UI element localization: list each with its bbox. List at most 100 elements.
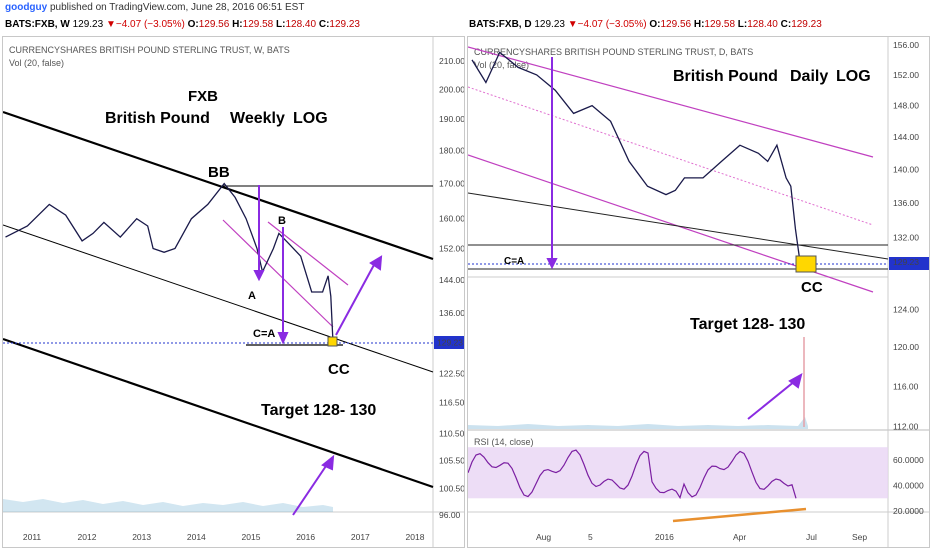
weekly-annot-british-pound: British Pound	[105, 110, 210, 127]
right-change: ▼−4.07 (−3.05%)	[567, 19, 647, 30]
weekly-price-tick: 100.50	[439, 483, 465, 493]
daily-chart-title: CURRENCYSHARES BRITISH POUND STERLING TR…	[474, 47, 753, 57]
weekly-arrow-c-head	[277, 332, 289, 345]
weekly-price-tick: 160.00	[439, 214, 465, 224]
daily-annot-target: Target 128- 130	[690, 316, 805, 333]
weekly-annot-b: B	[278, 215, 286, 227]
weekly-time-tick: 2012	[78, 532, 97, 542]
daily-rsi-tick: 60.0000	[893, 455, 924, 465]
daily-time-tick: Aug	[536, 532, 551, 542]
weekly-pink-channel-lower	[222, 219, 334, 328]
daily-price-tick: 112.00	[893, 422, 919, 432]
right-close: 129.23	[791, 19, 822, 30]
weekly-time-tick: 2014	[187, 532, 206, 542]
left-close: 129.23	[329, 19, 360, 30]
weekly-annot-bb: BB	[208, 164, 230, 181]
right-low: 128.40	[747, 19, 778, 30]
daily-last-price-badge	[889, 257, 929, 270]
weekly-annot-log: LOG	[293, 110, 328, 127]
daily-chart-panel[interactable]: CURRENCYSHARES BRITISH POUND STERLING TR…	[467, 36, 930, 548]
daily-price-tick: 120.00	[893, 342, 919, 352]
publisher-text: published on TradingView.com, June 28, 2…	[50, 2, 305, 13]
daily-time-tick: 2016	[655, 532, 674, 542]
daily-chart-svg[interactable]: CURRENCYSHARES BRITISH POUND STERLING TR…	[468, 37, 930, 548]
left-ohlc-header: BATS:FXB, W 129.23 ▼−4.07 (−3.05%) O:129…	[5, 19, 360, 30]
weekly-price-tick: 152.00	[439, 243, 465, 253]
weekly-annot-target: Target 128- 130	[261, 402, 376, 419]
weekly-price-path	[5, 182, 334, 343]
weekly-middle-channel-line	[3, 224, 434, 373]
daily-rsi-tick: 20.0000	[893, 506, 924, 516]
weekly-price-tick: 110.50	[439, 428, 465, 438]
daily-annot-c-equals-a: C=A	[504, 256, 524, 267]
weekly-price-tick: 116.50	[439, 398, 465, 408]
right-open: 129.56	[660, 19, 692, 30]
right-ohlc-header: BATS:FXB, D 129.23 ▼−4.07 (−3.05%) O:129…	[469, 19, 822, 30]
daily-volume-area	[468, 417, 808, 429]
weekly-arrow-up-head	[369, 255, 383, 271]
weekly-price-tick: 136.00	[439, 308, 465, 318]
weekly-chart-title: CURRENCYSHARES BRITISH POUND STERLING TR…	[9, 45, 290, 55]
left-low: 128.40	[285, 19, 317, 30]
weekly-price-tick: 210.00	[439, 56, 465, 66]
weekly-annot-cc: CC	[328, 361, 350, 378]
weekly-time-tick: 2011	[23, 532, 42, 542]
daily-price-path	[471, 51, 801, 262]
weekly-pink-channel-upper	[267, 221, 349, 286]
weekly-chart-panel[interactable]: CURRENCYSHARES BRITISH POUND STERLING TR…	[2, 36, 465, 548]
daily-annot-daily: Daily	[790, 68, 828, 85]
daily-annot-british-pound: British Pound	[673, 68, 778, 85]
weekly-price-tick: 170.00	[439, 179, 465, 189]
weekly-time-tick: 2018	[406, 532, 425, 542]
daily-time-tick: 5	[588, 532, 593, 542]
weekly-lower-channel-line	[3, 337, 434, 489]
daily-cc-marker	[795, 255, 817, 273]
daily-time-tick: Jul	[806, 532, 817, 542]
daily-pink-channel-mid	[468, 86, 874, 226]
weekly-price-tick: 96.00	[439, 510, 461, 520]
weekly-chart-svg[interactable]: CURRENCYSHARES BRITISH POUND STERLING TR…	[3, 37, 465, 548]
left-high: 129.58	[242, 19, 274, 30]
weekly-arrow-a-head	[253, 270, 265, 282]
weekly-time-tick: 2015	[242, 532, 261, 542]
weekly-upper-channel-line	[3, 110, 434, 261]
daily-price-tick: 132.00	[893, 232, 919, 242]
daily-price-tick: 144.00	[893, 132, 919, 142]
weekly-time-tick: 2017	[351, 532, 370, 542]
weekly-arrow-target	[292, 462, 329, 516]
daily-price-tick: 148.00	[893, 101, 919, 111]
left-last: 129.23	[72, 19, 104, 30]
daily-time-tick: Sep	[852, 532, 867, 542]
daily-arrow-target-head	[788, 373, 803, 389]
daily-arrow-target	[747, 380, 796, 420]
weekly-arrow-target-head	[321, 454, 335, 471]
left-symbol: BATS:FXB, W	[5, 19, 70, 30]
publisher-user[interactable]: goodguy	[5, 2, 48, 13]
daily-pink-channel-upper	[468, 46, 874, 158]
weekly-price-tick: 105.50	[439, 455, 465, 465]
weekly-annot-a: A	[248, 290, 256, 302]
daily-price-tick: 124.00	[893, 304, 919, 314]
left-open: 129.56	[198, 19, 230, 30]
right-last: 129.23	[534, 19, 565, 30]
right-high: 129.58	[704, 19, 736, 30]
daily-time-tick: Apr	[733, 532, 746, 542]
daily-price-tick: 152.00	[893, 70, 919, 80]
publisher-line: goodguy published on TradingView.com, Ju…	[5, 2, 304, 13]
weekly-price-tick: 190.00	[439, 114, 465, 124]
daily-rsi-line	[468, 449, 797, 500]
daily-rsi-legend: RSI (14, close)	[474, 437, 534, 447]
weekly-annot-fxb: FXB	[188, 88, 218, 105]
right-symbol: BATS:FXB, D	[469, 19, 532, 30]
daily-price-tick: 140.00	[893, 165, 919, 175]
daily-price-tick: 116.00	[893, 381, 919, 391]
weekly-volume-area	[3, 499, 333, 512]
weekly-arrow-up	[335, 262, 376, 336]
weekly-price-tick: 129.23	[437, 338, 463, 348]
daily-price-tick: 136.00	[893, 198, 919, 208]
weekly-vol-legend: Vol (20, false)	[9, 58, 64, 68]
weekly-annot-c-equals-a: C=A	[253, 328, 275, 340]
weekly-time-tick: 2016	[296, 532, 315, 542]
daily-price-tick: 129.23	[893, 257, 919, 267]
publisher-bar: goodguy published on TradingView.com, Ju…	[0, 0, 932, 36]
